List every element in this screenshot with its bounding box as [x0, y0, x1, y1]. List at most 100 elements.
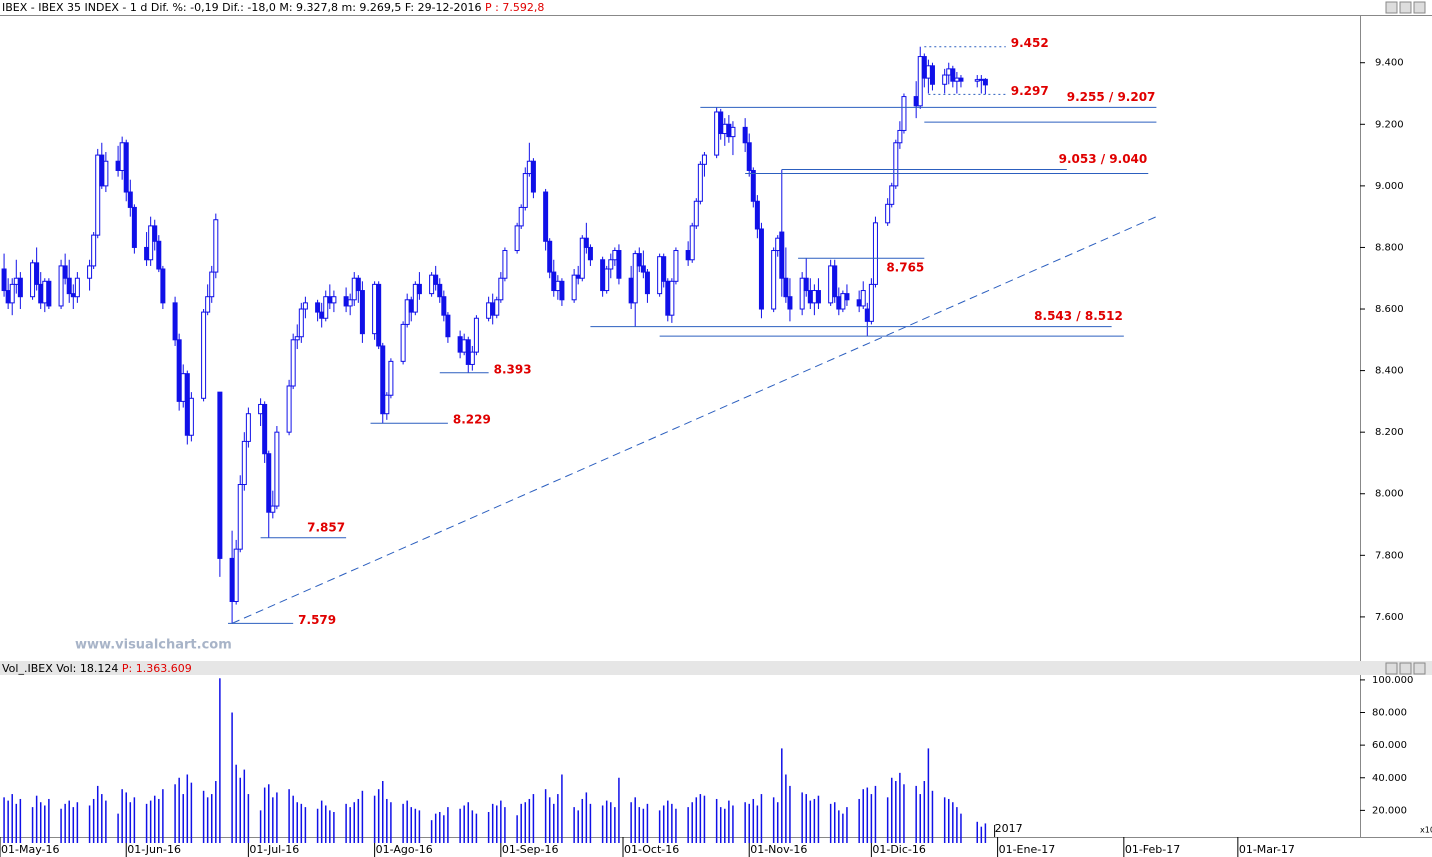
volume-bar — [316, 808, 319, 843]
y-tick-label: 60.000 — [1372, 740, 1407, 751]
candle-body — [673, 250, 679, 282]
candle-body — [148, 225, 154, 261]
candle-body — [714, 111, 720, 156]
volume-bar — [125, 792, 127, 843]
candle-body — [473, 317, 479, 353]
candle-body — [241, 440, 247, 486]
volume-bar — [133, 797, 136, 843]
candle-body — [856, 299, 862, 307]
candle-body — [628, 277, 634, 304]
volume-bar — [11, 794, 13, 843]
volume-bar — [247, 794, 250, 843]
candle-body — [233, 548, 239, 603]
volume-bar — [475, 813, 478, 843]
candle-body — [103, 160, 109, 187]
candle-body — [372, 283, 378, 335]
volume-bar — [719, 807, 722, 843]
candle-body — [213, 219, 219, 273]
x-tick-label: 01-Oct-16 — [624, 843, 679, 856]
volume-bar — [667, 800, 669, 843]
candle-body — [616, 250, 622, 279]
candle-body — [319, 311, 325, 319]
candle-body — [669, 280, 675, 316]
candle-body — [433, 274, 439, 285]
button[interactable] — [1399, 662, 1412, 675]
candle-body — [156, 240, 162, 270]
price-header: IBEX - IBEX 35 INDEX - 1 d Dif. %: -0,19… — [2, 1, 544, 14]
volume-bar — [915, 785, 917, 843]
candle-body — [811, 290, 817, 304]
volume-bar — [557, 794, 559, 843]
candle-body — [123, 142, 129, 193]
volume-bar — [145, 803, 148, 843]
candle-body — [783, 277, 789, 298]
volume-bar — [943, 797, 946, 843]
volume-bar — [952, 802, 954, 843]
volume-bar — [605, 800, 608, 843]
volume-bar — [976, 821, 978, 843]
candle-body — [46, 280, 52, 307]
header-text: IBEX - IBEX 35 INDEX - 1 d Dif. %: -0,19… — [2, 1, 482, 14]
volume-bar — [182, 794, 184, 843]
candle-body — [315, 302, 321, 313]
candle-body — [803, 277, 809, 292]
volume-bar — [324, 805, 327, 843]
candle-body — [799, 277, 805, 310]
volume-bar — [776, 802, 779, 843]
candle-body — [974, 79, 980, 82]
candle-body — [429, 274, 435, 295]
button[interactable] — [1399, 1, 1412, 14]
candle-body — [946, 68, 952, 76]
volume-bar — [48, 798, 50, 843]
volume-bar — [471, 810, 474, 843]
candle-body — [758, 228, 764, 310]
level-label: 9.053 / 9.040 — [1059, 152, 1148, 166]
volume-bar — [439, 812, 441, 843]
volume-bar — [68, 800, 70, 843]
volume-bar — [390, 802, 392, 843]
candle-body — [412, 283, 418, 313]
candle-body — [661, 256, 667, 282]
candle-body — [127, 191, 133, 208]
volume-bar — [553, 803, 555, 843]
y-tick-label: 80.000 — [1372, 708, 1407, 719]
candle-body — [551, 271, 557, 292]
volume-bar — [105, 800, 107, 843]
candle-body — [99, 154, 105, 187]
volume-bar — [601, 805, 604, 843]
volume-bar — [373, 795, 376, 843]
x-tick-label: 01-Ago-16 — [376, 843, 433, 856]
volume-bar — [263, 787, 266, 843]
candle-body — [119, 142, 125, 171]
candle-body — [180, 373, 186, 402]
x-tick-label: 01-Dic-16 — [872, 843, 926, 856]
candle-body — [388, 360, 394, 396]
volume-bar — [101, 794, 103, 843]
candle-body — [925, 65, 931, 79]
button[interactable] — [1385, 1, 1398, 14]
candle-body — [355, 277, 361, 292]
watermark: www.visualchart.com — [75, 638, 232, 653]
volume-bar — [496, 805, 498, 843]
x-tick-label: 01-Mar-17 — [1239, 843, 1295, 856]
candle-body — [942, 74, 948, 85]
button[interactable] — [1385, 662, 1398, 675]
level-label: 8.393 — [494, 362, 532, 376]
candle-body — [188, 397, 194, 436]
candle-body — [600, 259, 606, 292]
candle-body — [872, 222, 878, 285]
candle-body — [245, 413, 251, 442]
volume-bar — [463, 805, 465, 843]
candle-body — [262, 403, 268, 455]
candle-body — [441, 296, 447, 316]
volume-bar — [149, 800, 152, 843]
volume-bar — [7, 800, 9, 843]
candle-body — [636, 253, 642, 267]
volume-bar — [320, 800, 323, 843]
button[interactable] — [1413, 1, 1426, 14]
volume-bar — [345, 803, 347, 843]
volume-bar — [288, 789, 290, 843]
button[interactable] — [1413, 662, 1426, 675]
x-tick-label: 01-Nov-16 — [750, 843, 807, 856]
